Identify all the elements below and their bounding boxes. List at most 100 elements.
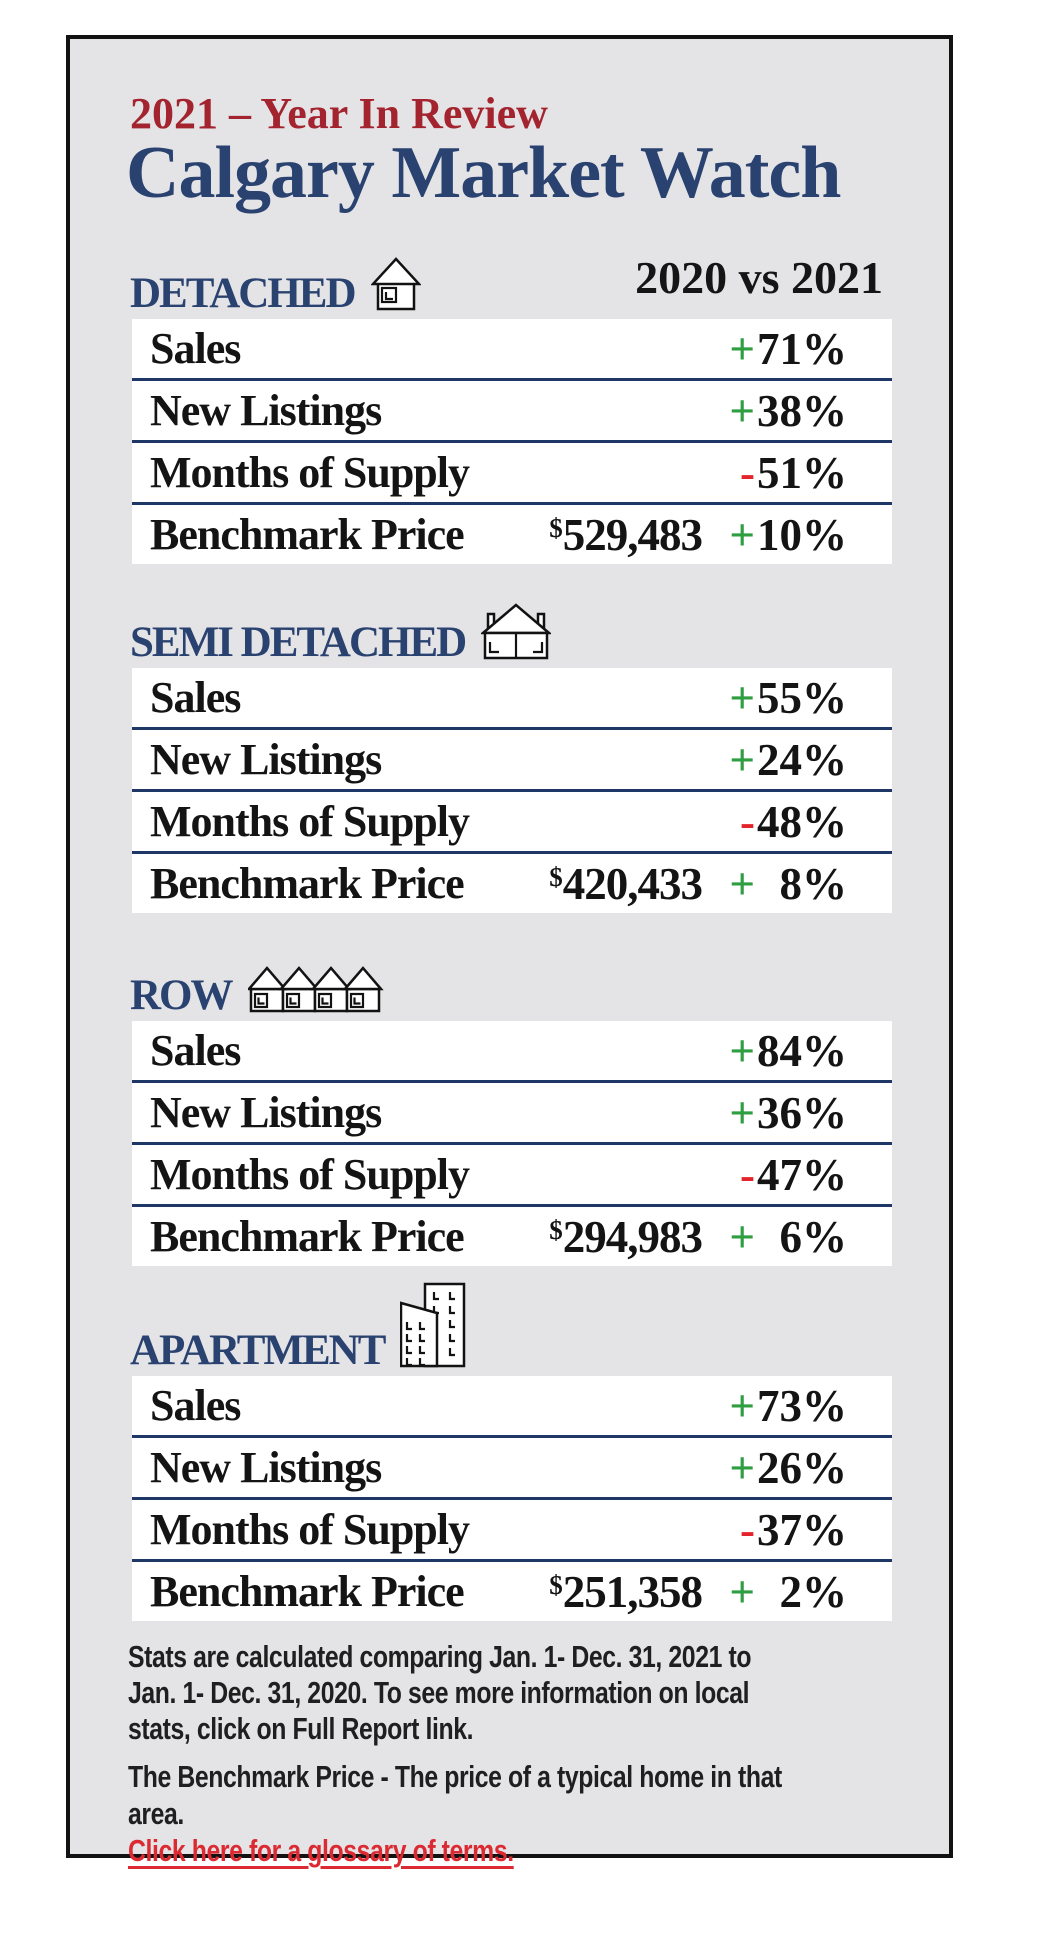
table-row: Benchmark Price $420,433 + 8%	[132, 851, 892, 913]
section-semi-detached-label: SEMI DETACHED	[130, 618, 467, 666]
pct-sign: +	[729, 509, 755, 560]
table-row: Benchmark Price $294,983 + 6%	[132, 1204, 892, 1266]
section-apartment: APARTMENT Sales +73% New Listing	[130, 1282, 892, 1621]
pct-number: 10%	[757, 509, 847, 560]
benchmark-price: $251,358	[549, 1562, 703, 1621]
pct-value: +38%	[729, 381, 847, 440]
row-label: Benchmark Price	[150, 1567, 465, 1616]
pct-sign: +	[729, 1442, 755, 1493]
pct-number: 55%	[757, 672, 847, 723]
kicker-title: 2021 – Year In Review	[130, 89, 548, 138]
benchmark-price: $529,483	[549, 505, 703, 564]
pct-sign: +	[729, 734, 755, 785]
pct-sign: +	[729, 1025, 755, 1076]
row-label: Benchmark Price	[150, 1212, 465, 1261]
pct-sign: +	[729, 1566, 755, 1617]
pct-number: 51%	[757, 447, 847, 498]
pct-value: -51%	[740, 443, 847, 502]
pct-sign: +	[729, 1211, 755, 1262]
pct-number: 48%	[757, 796, 847, 847]
benchmark-definition-block: The Benchmark Price - The price of a typ…	[128, 1758, 785, 1869]
table-row: New Listings +36%	[132, 1080, 892, 1142]
currency-symbol: $	[549, 1570, 562, 1600]
pct-value: -47%	[740, 1145, 847, 1204]
row-table: Sales +84% New Listings +36% Months of S…	[132, 1021, 892, 1266]
section-apartment-header: APARTMENT	[130, 1282, 466, 1372]
market-watch-card: 2021 – Year In Review Calgary Market Wat…	[66, 35, 953, 1868]
pct-value: + 2%	[729, 1562, 847, 1621]
table-row: Sales +71%	[132, 319, 892, 378]
table-row: New Listings +38%	[132, 378, 892, 440]
row-label: Months of Supply	[150, 797, 470, 846]
comparison-header: 2020 vs 2021	[635, 252, 883, 303]
table-row: Sales +84%	[132, 1021, 892, 1080]
pct-sign: +	[729, 858, 755, 909]
pct-sign: -	[740, 796, 755, 847]
price-number: 294,983	[562, 1211, 703, 1262]
pct-value: -37%	[740, 1500, 847, 1559]
currency-symbol: $	[549, 862, 562, 892]
pct-number: 6%	[757, 1211, 848, 1262]
detached-table: Sales +71% New Listings +38% Months of S…	[132, 319, 892, 564]
pct-number: 37%	[757, 1504, 847, 1555]
stats-disclaimer-text: Stats are calculated comparing Jan. 1- D…	[128, 1639, 752, 1746]
benchmark-price: $294,983	[549, 1207, 703, 1266]
row-label: Sales	[150, 1026, 241, 1075]
benchmark-definition-text: The Benchmark Price - The price of a typ…	[128, 1759, 782, 1831]
pct-sign: -	[740, 447, 755, 498]
pct-value: + 8%	[729, 854, 847, 913]
pct-number: 36%	[757, 1087, 847, 1138]
row-houses-icon	[247, 966, 384, 1013]
section-row-label: ROW	[130, 971, 233, 1019]
row-label: Sales	[150, 673, 241, 722]
row-label: Sales	[150, 324, 241, 373]
table-row: Months of Supply -37%	[132, 1497, 892, 1559]
currency-symbol: $	[549, 1215, 562, 1245]
pct-sign: -	[740, 1504, 755, 1555]
pct-number: 73%	[757, 1380, 847, 1431]
pct-number: 8%	[757, 858, 848, 909]
table-row: Benchmark Price $251,358 + 2%	[132, 1559, 892, 1621]
currency-symbol: $	[549, 513, 562, 543]
table-row: Benchmark Price $529,483 +10%	[132, 502, 892, 564]
pct-number: 38%	[757, 385, 847, 436]
table-row: New Listings +24%	[132, 727, 892, 789]
table-row: Months of Supply -48%	[132, 789, 892, 851]
section-detached: DETACHED Sales +71% New Listings +38% Mo…	[130, 257, 892, 564]
pct-number: 47%	[757, 1149, 847, 1200]
row-label: New Listings	[150, 386, 382, 435]
section-semi-detached-header: SEMI DETACHED	[130, 602, 552, 666]
pct-value: +71%	[729, 319, 847, 378]
row-label: Months of Supply	[150, 1150, 470, 1199]
pct-number: 24%	[757, 734, 847, 785]
table-row: Sales +73%	[132, 1376, 892, 1435]
glossary-link[interactable]: Click here for a glossary of terms.	[128, 1833, 514, 1868]
row-label: Benchmark Price	[150, 510, 465, 559]
section-row-header: ROW	[130, 965, 384, 1019]
pct-value: +36%	[729, 1083, 847, 1142]
pct-sign: +	[729, 672, 755, 723]
apartment-buildings-icon	[400, 1282, 466, 1368]
pct-sign: +	[729, 1087, 755, 1138]
price-number: 529,483	[562, 509, 703, 560]
price-number: 251,358	[562, 1566, 703, 1617]
semi-detached-table: Sales +55% New Listings +24% Months of S…	[132, 668, 892, 913]
pct-value: -48%	[740, 792, 847, 851]
pct-sign: +	[729, 1380, 755, 1431]
pct-number: 71%	[757, 323, 847, 374]
detached-house-icon	[370, 257, 421, 311]
section-row: ROW Sales	[130, 966, 892, 1266]
pct-sign: +	[729, 323, 755, 374]
section-semi-detached: SEMI DETACHED Sales +55% New Listings +2…	[130, 603, 892, 913]
row-label: New Listings	[150, 735, 382, 784]
pct-value: +73%	[729, 1376, 847, 1435]
pct-number: 26%	[757, 1442, 847, 1493]
pct-number: 2%	[757, 1566, 848, 1617]
row-label: New Listings	[150, 1443, 382, 1492]
table-row: Months of Supply -51%	[132, 440, 892, 502]
row-label: Months of Supply	[150, 448, 470, 497]
pct-value: +26%	[729, 1438, 847, 1497]
semi-detached-house-icon	[481, 603, 552, 660]
table-row: Months of Supply -47%	[132, 1142, 892, 1204]
pct-number: 84%	[757, 1025, 847, 1076]
